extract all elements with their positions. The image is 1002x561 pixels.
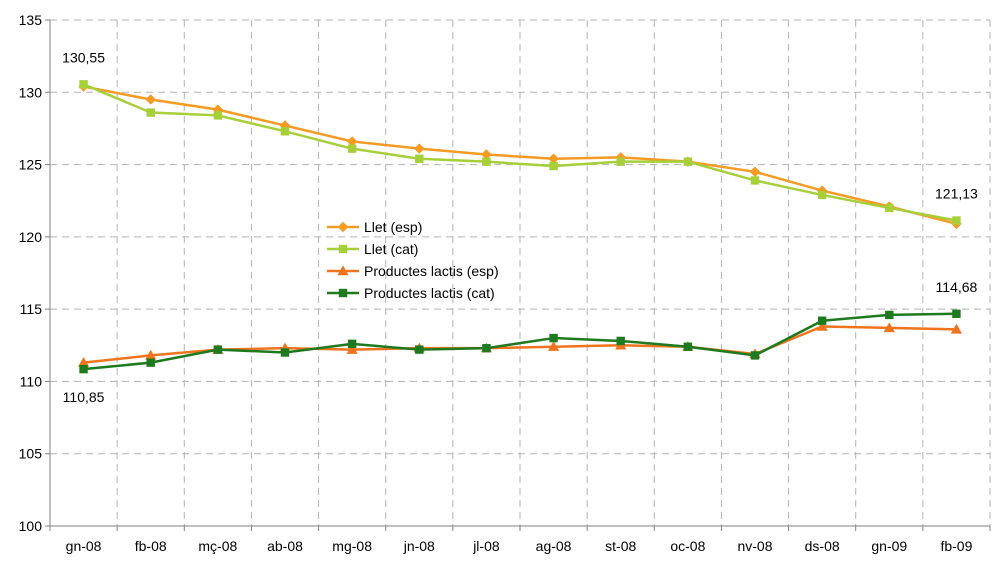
- legend-item: Productes lactis (cat): [327, 285, 495, 301]
- legend-swatch-marker: [337, 265, 349, 276]
- data-point: [549, 333, 558, 343]
- data-label: 110,85: [63, 389, 105, 405]
- y-tick-label: 125: [19, 157, 43, 173]
- data-point: [952, 309, 961, 318]
- y-axis-ticks: 100 105 110 115 120 125 130 135: [19, 12, 43, 534]
- data-point: [683, 157, 693, 166]
- data-point: [549, 161, 558, 171]
- data-point: [414, 143, 425, 154]
- series-3: [79, 309, 961, 374]
- series: [77, 80, 963, 374]
- data-point: [482, 157, 491, 166]
- legend-swatch-marker: [338, 244, 348, 254]
- data-point: [347, 339, 357, 349]
- series-line: [83, 83, 957, 222]
- x-tick-label: jl-08: [472, 538, 500, 554]
- data-point: [79, 80, 88, 89]
- data-point: [482, 343, 491, 353]
- legend-item: Llet (cat): [327, 241, 418, 257]
- y-tick-label: 135: [19, 12, 43, 28]
- x-tick-label: gn-09: [871, 538, 907, 554]
- data-point: [750, 176, 760, 185]
- y-tick-label: 120: [19, 229, 43, 245]
- data-point: [346, 344, 358, 354]
- data-point: [346, 136, 358, 147]
- data-point: [146, 108, 155, 117]
- legend-swatch-marker: [337, 221, 349, 233]
- data-point: [548, 153, 559, 165]
- series-line: [83, 85, 957, 226]
- x-tick-label: fb-08: [135, 538, 167, 554]
- data-point: [280, 348, 290, 357]
- legend-label: Productes lactis (esp): [364, 263, 499, 279]
- data-label: 130,55: [62, 49, 105, 65]
- legend-item: Llet (esp): [327, 219, 422, 235]
- series-line: [83, 312, 957, 371]
- data-point: [481, 149, 492, 160]
- x-tick-label: oc-08: [670, 538, 705, 554]
- data-point: [77, 357, 90, 367]
- data-point: [145, 94, 156, 105]
- x-tick-label: ab-08: [267, 538, 303, 554]
- legend-item: Productes lactis (esp): [327, 263, 499, 279]
- legend-label: Llet (esp): [364, 219, 422, 235]
- x-tick-label: ag-08: [536, 538, 572, 554]
- data-label: 121,13: [935, 186, 978, 202]
- data-labels: 130,55 121,13 110,85 114,68: [62, 49, 978, 405]
- data-point: [952, 216, 961, 225]
- data-point: [616, 336, 625, 346]
- x-tick-label: gn-08: [66, 538, 102, 554]
- data-point: [885, 203, 894, 213]
- y-tick-label: 105: [19, 446, 43, 462]
- data-point: [749, 166, 761, 178]
- y-tick-label: 100: [19, 518, 43, 534]
- data-point: [547, 341, 560, 351]
- data-point: [415, 154, 424, 163]
- data-label: 114,68: [936, 279, 978, 295]
- data-point: [145, 349, 157, 360]
- data-point: [280, 127, 290, 136]
- x-tick-label: ds-08: [805, 538, 840, 554]
- data-point: [950, 323, 963, 334]
- data-point: [683, 342, 693, 351]
- x-tick-label: nv-08: [737, 538, 772, 554]
- x-tick-label: mç-08: [198, 538, 237, 554]
- data-point: [79, 364, 88, 374]
- data-point: [816, 320, 828, 331]
- data-point: [750, 351, 760, 360]
- legend-label: Productes lactis (cat): [364, 285, 495, 301]
- data-point: [616, 157, 625, 166]
- data-point: [817, 316, 827, 325]
- data-point: [817, 190, 827, 200]
- y-tick-label: 130: [19, 84, 43, 100]
- axes: [45, 19, 991, 531]
- series-1: [79, 80, 961, 225]
- x-axis-ticks: gn-08 fb-08 mç-08 ab-08 mg-08 jn-08 jl-08 ag-08…: [66, 538, 973, 554]
- x-tick-label: mg-08: [332, 538, 372, 554]
- data-point: [213, 111, 223, 120]
- x-tick-label: st-08: [605, 538, 636, 554]
- legend: Llet (esp) Llet (cat) Productes lactis (es…: [327, 219, 499, 301]
- legend-label: Llet (cat): [364, 241, 418, 257]
- data-point: [883, 322, 895, 333]
- x-tick-label: jn-08: [403, 538, 435, 554]
- data-point: [347, 144, 357, 153]
- y-tick-label: 110: [20, 373, 43, 389]
- data-point: [146, 358, 155, 367]
- x-tick-label: fb-09: [940, 538, 972, 554]
- grid: [50, 19, 991, 526]
- data-point: [213, 345, 223, 354]
- legend-swatch-marker: [338, 288, 348, 298]
- y-tick-label: 115: [20, 301, 43, 317]
- data-point: [415, 345, 424, 354]
- data-point: [885, 310, 894, 320]
